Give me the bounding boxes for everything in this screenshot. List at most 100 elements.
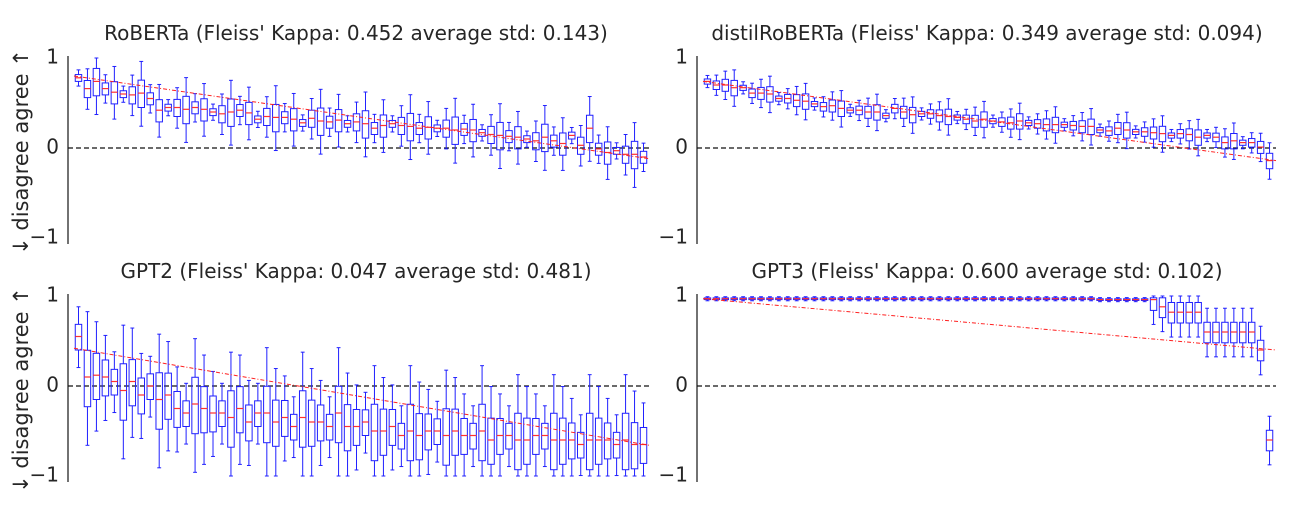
box-20 [245, 379, 253, 466]
box-body [514, 412, 522, 471]
box-11 [164, 99, 172, 117]
box-8 [766, 75, 774, 114]
box-53 [1167, 295, 1176, 338]
y-axis-label: ↓ disagree agree ↑ [9, 49, 33, 255]
panel-gpt3: GPT3 (Fleiss' Kappa: 0.600 average std: … [659, 259, 1277, 487]
box-body [307, 399, 316, 447]
box-50 [514, 110, 522, 165]
box-32 [980, 296, 988, 302]
box-43 [451, 377, 459, 477]
box-57 [577, 125, 585, 167]
trend-line [73, 347, 651, 446]
box-61 [1239, 136, 1247, 150]
box-38 [1033, 113, 1042, 135]
box-body [630, 422, 639, 470]
box-body [433, 418, 441, 446]
box-58 [1212, 307, 1220, 358]
box-13 [810, 97, 819, 111]
box-17 [846, 103, 854, 117]
box-53 [541, 105, 549, 171]
box-58 [585, 96, 594, 162]
box-body [74, 323, 83, 351]
box-57 [1203, 128, 1211, 143]
box-26 [298, 351, 307, 477]
y-tick-label: 1 [46, 283, 59, 307]
box-44 [460, 393, 468, 477]
box-body [325, 413, 334, 441]
box-45 [469, 405, 477, 468]
box-body [487, 417, 495, 465]
box-body [290, 413, 298, 441]
box-36 [388, 384, 397, 471]
box-14 [819, 96, 828, 118]
box-14 [191, 338, 199, 473]
box-53 [1167, 128, 1176, 143]
box-11 [164, 341, 172, 452]
box-32 [352, 101, 361, 144]
box-41 [1060, 118, 1069, 132]
box-57 [1203, 307, 1211, 358]
box-61 [1239, 307, 1247, 358]
box-body [541, 422, 549, 450]
box-52 [532, 120, 540, 162]
box-56 [568, 397, 576, 477]
box-49 [505, 121, 513, 152]
box-37 [1024, 296, 1033, 302]
box-48 [1123, 111, 1131, 150]
box-body [146, 373, 154, 401]
box-46 [478, 365, 486, 477]
box-body [272, 103, 280, 133]
box-32 [352, 384, 361, 471]
box-body [101, 359, 110, 397]
box-35 [379, 99, 388, 153]
box-body [630, 140, 639, 170]
box-57 [577, 414, 585, 477]
box-body [155, 372, 163, 430]
box-49 [1131, 125, 1140, 139]
box-60 [1230, 122, 1238, 160]
box-body [559, 417, 567, 465]
box-body [1149, 297, 1158, 311]
box-20 [873, 93, 881, 132]
box-43 [1078, 112, 1086, 142]
box-body [352, 408, 361, 446]
box-54 [1176, 123, 1185, 145]
box-4 [101, 334, 110, 421]
box-46 [478, 124, 486, 142]
box-body [227, 390, 235, 448]
box-56 [1194, 295, 1202, 338]
box-body [541, 123, 549, 153]
box-34 [370, 365, 379, 477]
box-45 [1096, 123, 1104, 137]
box-1 [703, 74, 712, 89]
box-21 [882, 296, 890, 302]
box-38 [406, 365, 415, 477]
box-4 [101, 74, 110, 104]
box-28 [316, 379, 325, 466]
box-46 [1105, 120, 1113, 142]
box-55 [1185, 120, 1193, 150]
box-15 [200, 83, 208, 137]
box-56 [1194, 118, 1202, 157]
box-40 [424, 101, 432, 155]
box-52 [1158, 115, 1167, 153]
y-tick-label: 1 [46, 45, 59, 69]
box-20 [873, 296, 881, 302]
box-21 [254, 110, 262, 128]
box-body [577, 431, 585, 459]
box-12 [801, 82, 810, 121]
box-body [585, 114, 594, 144]
box-18 [227, 79, 235, 146]
box-body [388, 408, 397, 446]
box-62 [1247, 132, 1256, 154]
box-10 [155, 333, 163, 469]
box-10 [784, 88, 792, 110]
box-29 [325, 396, 334, 459]
box-28 [944, 98, 953, 136]
box-body [451, 408, 459, 456]
box-37 [397, 405, 406, 468]
box-34 [998, 296, 1006, 302]
box-40 [424, 388, 432, 475]
box-50 [514, 374, 522, 477]
box-body [236, 386, 244, 434]
